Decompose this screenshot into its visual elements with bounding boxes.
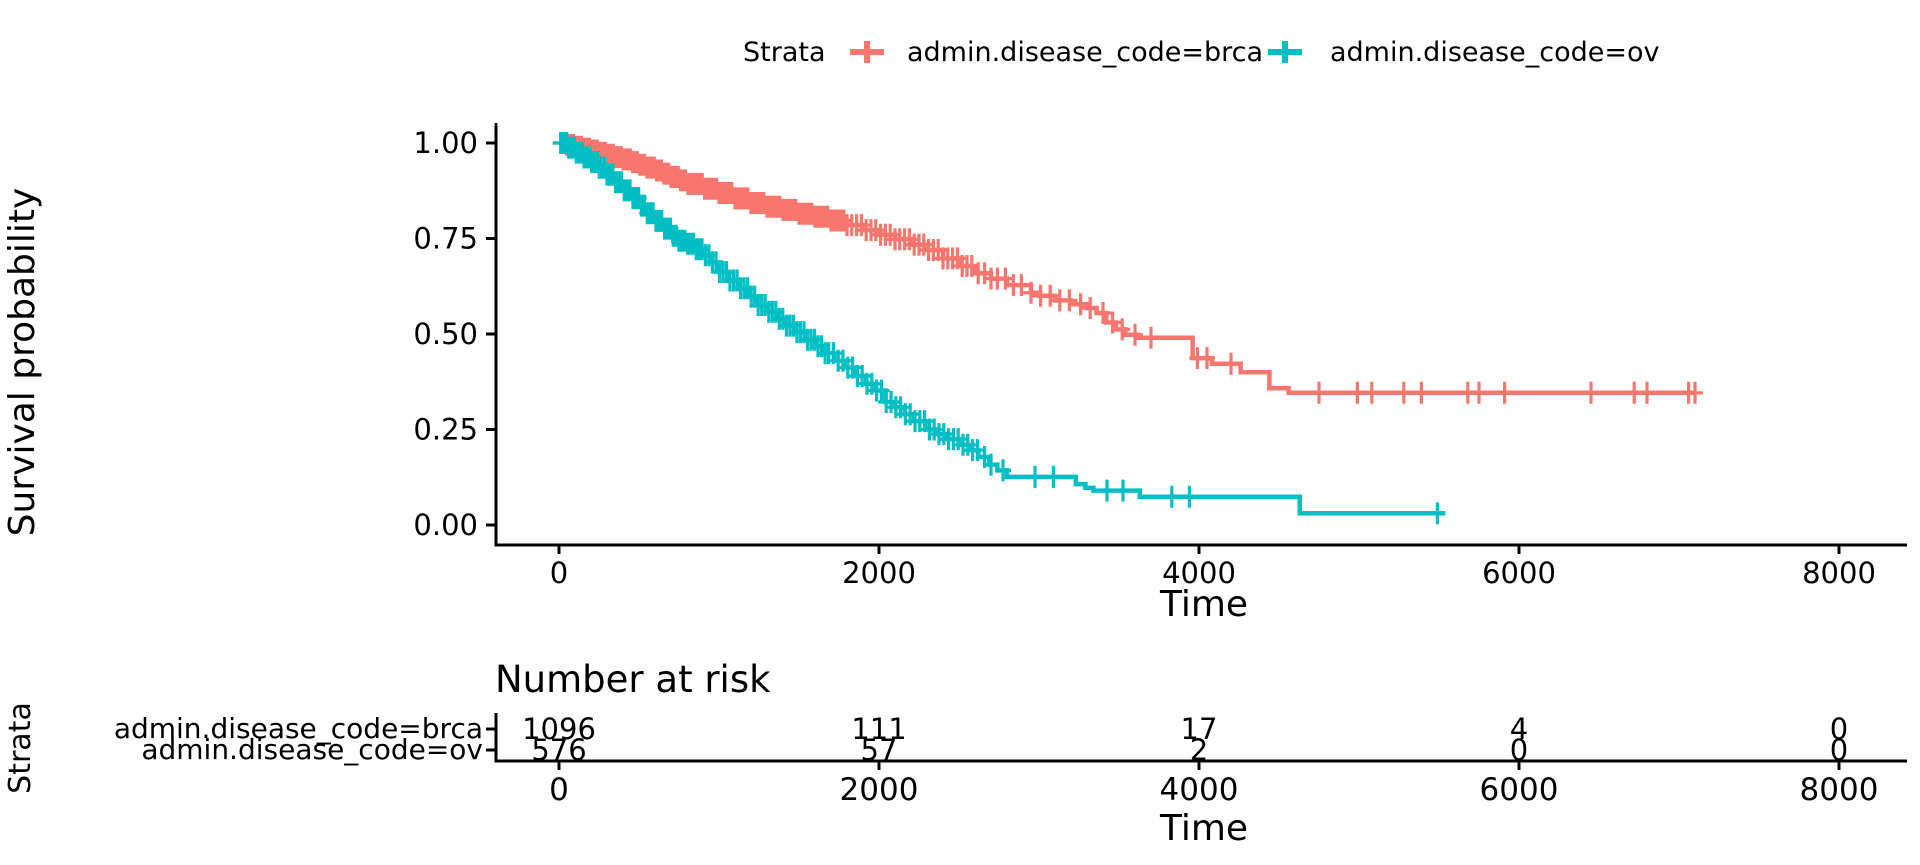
risk-x-tick-label: 2000 xyxy=(840,772,919,808)
y-tick-label: 0.75 xyxy=(413,222,478,256)
risk-table-title: Number at risk xyxy=(495,658,771,701)
x-axis-title: Time xyxy=(1159,584,1248,625)
risk-x-tick-label: 4000 xyxy=(1160,772,1239,808)
y-tick-label: 0.50 xyxy=(413,317,478,351)
risk-table-x-ticks: 0 2000 4000 6000 8000 xyxy=(549,761,1878,808)
km-curve-ov xyxy=(559,140,1446,516)
censor-plus-marks-ov xyxy=(552,132,1446,525)
legend-title: Strata xyxy=(743,37,826,68)
x-tick-label: 8000 xyxy=(1802,556,1876,590)
censor-marks xyxy=(552,132,1703,525)
risk-value: 0 xyxy=(1510,733,1528,767)
risk-x-tick-label: 6000 xyxy=(1480,772,1559,808)
legend-label-ov: admin.disease_code=ov xyxy=(1330,37,1659,68)
y-axis-title: Survival probability xyxy=(2,188,43,537)
risk-value: 0 xyxy=(1830,733,1848,767)
legend-key-ov-plus-icon xyxy=(1268,41,1302,63)
risk-value: 0 xyxy=(1830,712,1848,746)
risk-value: 17 xyxy=(1181,712,1218,746)
risk-value: 4 xyxy=(1510,712,1528,746)
risk-table-x-axis-title: Time xyxy=(1159,808,1248,849)
risk-value: 111 xyxy=(851,712,906,746)
main-axes xyxy=(494,123,1907,547)
x-tick-label: 6000 xyxy=(1482,556,1556,590)
legend-label-brca: admin.disease_code=brca xyxy=(907,37,1263,68)
risk-table-axis-title: Strata xyxy=(3,702,38,794)
risk-x-tick-label: 0 xyxy=(549,772,569,808)
risk-value: 2 xyxy=(1190,733,1208,767)
risk-row-label-brca: admin.disease_code=brca xyxy=(114,712,483,745)
km-curve-brca xyxy=(559,140,1695,396)
y-axis-ticks: 0.00 0.25 0.50 0.75 1.00 xyxy=(413,126,496,542)
risk-table-axes xyxy=(494,713,1907,763)
risk-value: 1096 xyxy=(522,712,596,746)
y-tick-label: 0.25 xyxy=(413,413,478,447)
x-axis-ticks: 0 2000 4000 6000 8000 xyxy=(550,545,1876,590)
x-tick-label: 0 xyxy=(550,556,568,590)
risk-row-label-ov: admin.disease_code=ov xyxy=(141,733,483,766)
risk-x-tick-label: 8000 xyxy=(1800,772,1879,808)
legend-key-brca-plus-icon xyxy=(850,41,884,63)
y-tick-label: 1.00 xyxy=(413,126,478,160)
y-tick-label: 0.00 xyxy=(413,508,478,542)
legend: Strata admin.disease_code=brca admin.dis… xyxy=(743,37,1659,68)
x-tick-label: 2000 xyxy=(842,556,916,590)
x-tick-label: 4000 xyxy=(1162,556,1236,590)
